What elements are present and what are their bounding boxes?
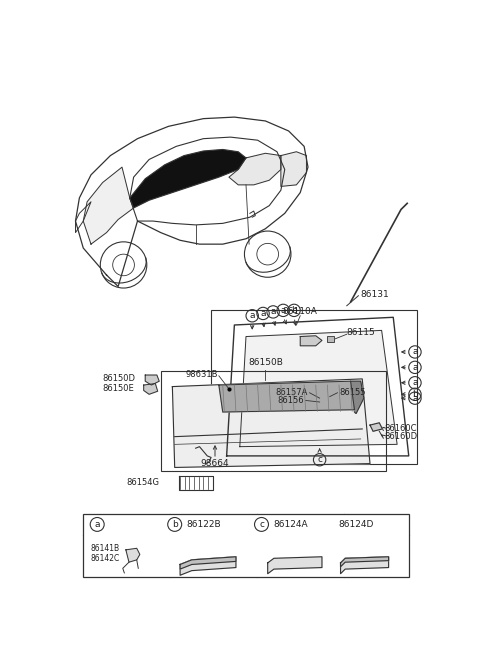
Text: 86142C: 86142C xyxy=(90,553,120,563)
Text: b: b xyxy=(172,520,178,529)
Text: c: c xyxy=(317,455,322,464)
Text: 86115: 86115 xyxy=(347,328,375,337)
FancyBboxPatch shape xyxy=(326,336,335,342)
Text: a: a xyxy=(412,378,418,387)
Text: 86124D: 86124D xyxy=(338,520,374,529)
Text: c: c xyxy=(259,520,264,529)
Text: 86141B: 86141B xyxy=(90,544,120,553)
Text: b: b xyxy=(412,390,418,399)
Polygon shape xyxy=(180,557,236,575)
Polygon shape xyxy=(219,381,355,412)
Polygon shape xyxy=(340,557,389,574)
Text: a: a xyxy=(412,363,418,372)
Polygon shape xyxy=(145,375,159,385)
Text: 98664: 98664 xyxy=(201,459,229,468)
Text: a: a xyxy=(260,309,266,318)
Text: a: a xyxy=(412,394,418,403)
Text: a: a xyxy=(95,520,100,529)
FancyBboxPatch shape xyxy=(83,514,409,577)
Text: 86124A: 86124A xyxy=(273,520,308,529)
Text: 86131: 86131 xyxy=(360,290,389,299)
Text: 86122B: 86122B xyxy=(186,520,221,529)
Polygon shape xyxy=(240,330,397,447)
Polygon shape xyxy=(83,167,133,244)
Text: 86157A: 86157A xyxy=(276,388,308,398)
Text: 86150B: 86150B xyxy=(248,358,283,367)
Polygon shape xyxy=(180,557,236,569)
Text: 86150D: 86150D xyxy=(103,375,136,383)
Text: 86155: 86155 xyxy=(339,388,365,398)
Polygon shape xyxy=(268,557,322,574)
Polygon shape xyxy=(300,336,322,346)
Text: a: a xyxy=(280,306,286,315)
Polygon shape xyxy=(370,422,383,431)
Text: a: a xyxy=(412,347,418,356)
Polygon shape xyxy=(350,381,364,413)
Polygon shape xyxy=(281,152,306,187)
Text: a: a xyxy=(250,311,255,320)
Text: 86156: 86156 xyxy=(277,396,304,405)
Polygon shape xyxy=(126,548,140,562)
Polygon shape xyxy=(340,557,389,567)
Text: 86160C: 86160C xyxy=(384,424,417,434)
Text: 98631B: 98631B xyxy=(186,370,218,379)
Polygon shape xyxy=(229,153,281,185)
Polygon shape xyxy=(172,379,370,468)
Text: 86110A: 86110A xyxy=(283,307,318,316)
Polygon shape xyxy=(130,149,246,208)
Polygon shape xyxy=(144,384,157,394)
Text: 86150E: 86150E xyxy=(103,384,134,392)
Text: a: a xyxy=(270,307,276,316)
Text: b: b xyxy=(291,306,297,315)
Text: 86154G: 86154G xyxy=(126,478,159,487)
Text: 86160D: 86160D xyxy=(384,432,417,441)
